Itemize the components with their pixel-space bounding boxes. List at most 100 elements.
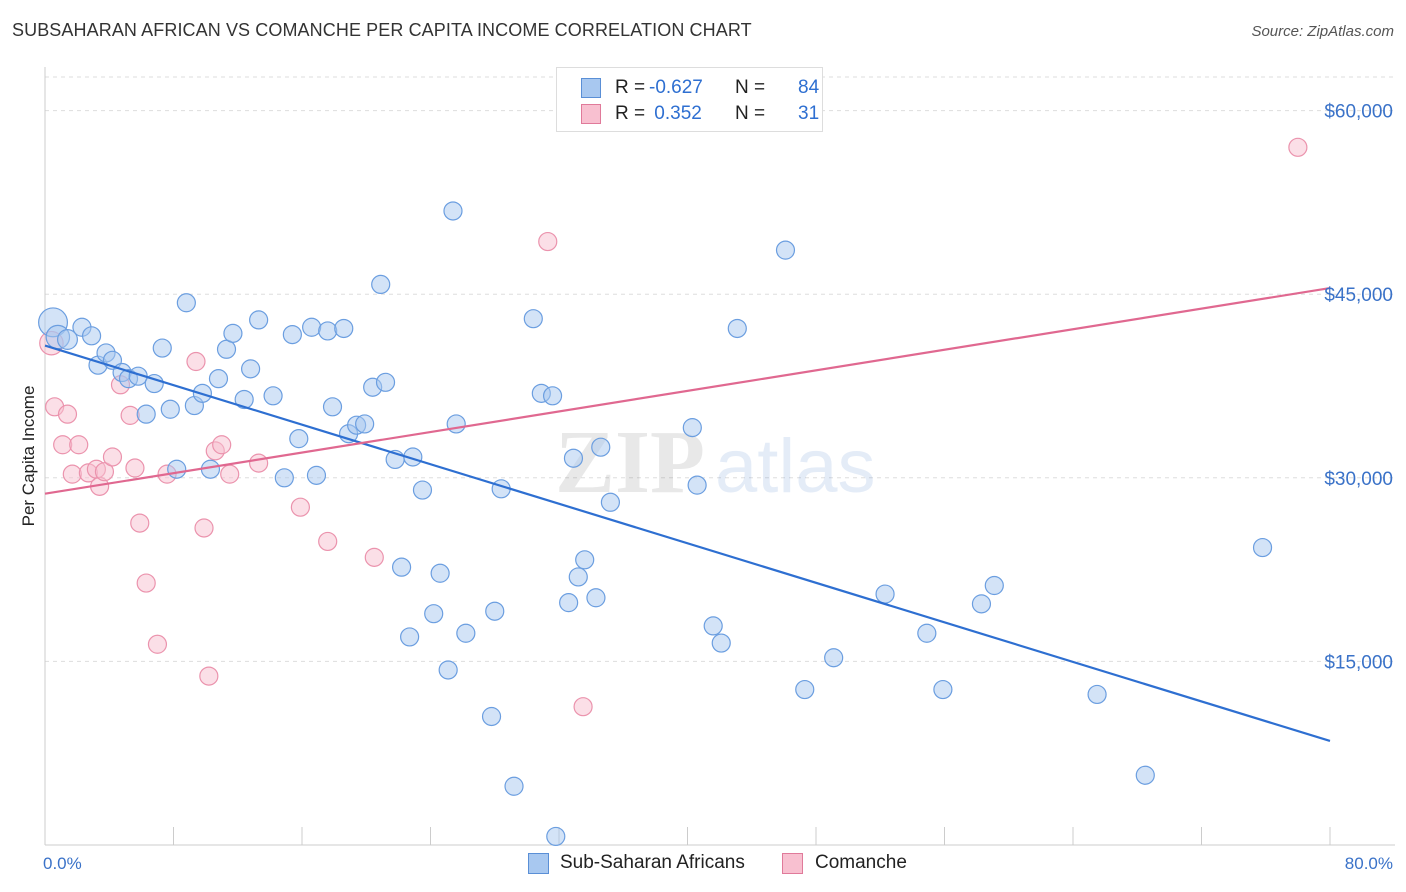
subsaharan-point bbox=[302, 317, 322, 337]
comanche-point bbox=[130, 513, 150, 533]
comanche-point bbox=[318, 531, 338, 552]
legend-swatch-comanche bbox=[581, 104, 601, 124]
comanche-points bbox=[39, 137, 1308, 717]
comanche-point bbox=[1288, 137, 1308, 157]
subsaharan-point bbox=[355, 414, 375, 434]
subsaharan-point bbox=[334, 318, 354, 339]
subsaharan-point bbox=[917, 623, 937, 643]
subsaharan-point bbox=[559, 593, 579, 613]
subsaharan-point bbox=[775, 240, 796, 260]
subsaharan-point bbox=[223, 323, 243, 343]
subsaharan-point bbox=[249, 310, 269, 330]
comanche-point bbox=[199, 666, 219, 686]
subsaharan-point bbox=[586, 588, 606, 608]
comanche-point bbox=[53, 435, 73, 455]
x-tick-label: 80.0% bbox=[1345, 854, 1393, 873]
comanche-point bbox=[220, 464, 240, 484]
y-tick-labels: $15,000 $30,000 $45,000 $60,000 bbox=[1324, 102, 1393, 674]
subsaharan-point bbox=[984, 575, 1004, 596]
comanche-point bbox=[538, 231, 558, 252]
subsaharan-point bbox=[485, 601, 505, 621]
comanche-trend-line bbox=[44, 286, 1331, 495]
subsaharan-point bbox=[600, 492, 621, 512]
comanche-point bbox=[94, 462, 115, 482]
subsaharan-point bbox=[263, 386, 283, 406]
subsaharan-point bbox=[424, 604, 444, 624]
subsaharan-point bbox=[824, 648, 844, 668]
legend-top: R = -0.627 N = 84 R = 0.352 N = 31 bbox=[556, 67, 823, 132]
subsaharan-point bbox=[875, 584, 895, 604]
subsaharan-point bbox=[568, 567, 588, 587]
comanche-point bbox=[290, 497, 310, 517]
subsaharan-point bbox=[412, 480, 433, 500]
subsaharan-point bbox=[430, 563, 450, 583]
comanche-point bbox=[57, 404, 78, 424]
legend-bottom-swatch-subsaharan bbox=[528, 853, 549, 874]
subsaharan-point bbox=[591, 437, 611, 457]
subsaharan-point bbox=[711, 633, 731, 653]
subsaharan-point bbox=[391, 557, 412, 577]
subsaharan-point bbox=[160, 399, 180, 419]
subsaharan-point bbox=[289, 429, 309, 449]
comanche-point bbox=[125, 458, 145, 478]
comanche-point bbox=[364, 547, 384, 567]
source-label: Source: ZipAtlas.com bbox=[1251, 23, 1394, 40]
legend-r-value: -0.627 bbox=[649, 77, 703, 98]
legend-n-value: 84 bbox=[798, 77, 820, 98]
legend-swatch-subsaharan bbox=[581, 78, 601, 98]
subsaharan-trend-line bbox=[44, 344, 1331, 743]
subsaharan-point bbox=[542, 386, 563, 406]
subsaharan-point bbox=[1087, 684, 1107, 705]
chart-title: SUBSAHARAN AFRICAN VS COMANCHE PER CAPIT… bbox=[12, 20, 752, 40]
subsaharan-point bbox=[375, 372, 396, 392]
subsaharan-point bbox=[971, 594, 992, 614]
legend-n-label: N = bbox=[735, 103, 766, 124]
legend-bottom-label-subsaharan: Sub-Saharan Africans bbox=[560, 852, 745, 873]
y-axis-title: Per Capita Income bbox=[19, 386, 38, 527]
comanche-point bbox=[69, 435, 89, 455]
subsaharan-point bbox=[371, 274, 391, 295]
subsaharan-point bbox=[546, 826, 566, 847]
subsaharan-point bbox=[400, 627, 420, 647]
subsaharan-point bbox=[446, 414, 466, 434]
comanche-point bbox=[194, 518, 214, 538]
legend-r-label: R = bbox=[615, 77, 646, 98]
comanche-point bbox=[147, 634, 168, 654]
subsaharan-point bbox=[481, 706, 502, 727]
subsaharan-point bbox=[282, 324, 302, 345]
legend-n-label: N = bbox=[735, 77, 766, 98]
comanche-point bbox=[136, 573, 156, 593]
subsaharan-point bbox=[443, 201, 463, 221]
subsaharan-point bbox=[933, 679, 953, 700]
legend-r-value: 0.352 bbox=[649, 103, 702, 124]
y-tick-label: $60,000 bbox=[1324, 102, 1393, 123]
subsaharan-point bbox=[318, 321, 338, 341]
subsaharan-point bbox=[682, 418, 702, 438]
subsaharan-points bbox=[38, 201, 1273, 847]
subsaharan-point bbox=[727, 318, 747, 339]
watermark-atlas: atlas bbox=[715, 424, 876, 509]
subsaharan-point bbox=[1135, 765, 1155, 785]
comanche-point bbox=[573, 697, 593, 717]
legend-bottom-swatch-comanche bbox=[782, 853, 803, 874]
comanche-point bbox=[249, 453, 269, 473]
subsaharan-point bbox=[241, 359, 261, 379]
subsaharan-point bbox=[81, 326, 102, 346]
legend-n-value: 31 bbox=[798, 103, 820, 124]
subsaharan-point bbox=[234, 389, 254, 410]
subsaharan-point bbox=[274, 468, 294, 488]
subsaharan-point bbox=[322, 397, 343, 417]
subsaharan-point bbox=[575, 550, 595, 570]
subsaharan-point bbox=[208, 369, 229, 389]
trend-lines bbox=[44, 286, 1331, 743]
subsaharan-point bbox=[176, 293, 196, 313]
y-tick-label: $30,000 bbox=[1324, 469, 1393, 490]
y-tick-label: $15,000 bbox=[1324, 652, 1393, 673]
subsaharan-point bbox=[152, 338, 172, 358]
subsaharan-point bbox=[1252, 537, 1273, 558]
subsaharan-point bbox=[703, 616, 723, 636]
x-tick-label: 0.0% bbox=[43, 854, 82, 873]
legend-r-label: R = bbox=[615, 103, 646, 124]
subsaharan-point bbox=[144, 373, 164, 394]
